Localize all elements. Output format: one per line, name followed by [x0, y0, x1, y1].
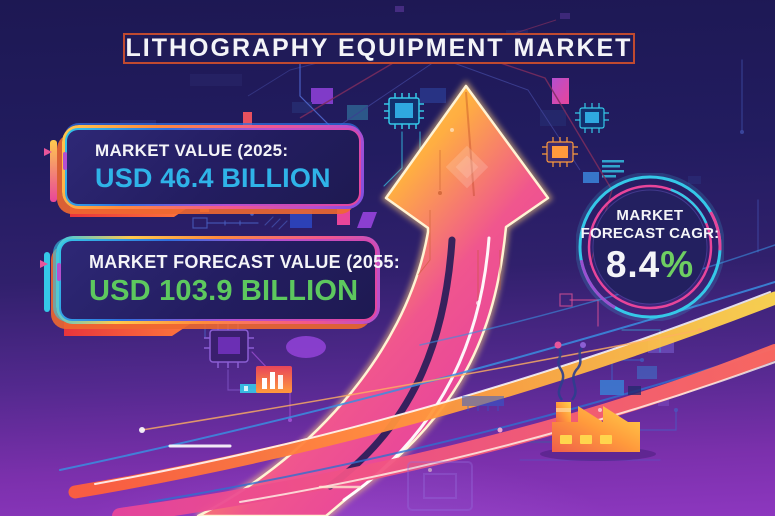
- market-value-amount: USD 46.4 BILLION: [95, 162, 331, 193]
- ellipse-decor: [286, 336, 326, 358]
- market-value-label: MARKET VALUE (2025:: [95, 140, 289, 160]
- cagr-label-line2: FORECAST CAGR:: [580, 225, 720, 242]
- cagr-value-number: 8.4: [605, 244, 661, 285]
- cagr-label-line1: MARKET: [616, 207, 684, 224]
- cagr-text: MARKET FORECAST CAGR: 8.4%: [580, 207, 720, 287]
- cagr-value-unit: %: [660, 244, 695, 285]
- market-value-card: MARKET VALUE (2025: USD 46.4 BILLION: [62, 125, 364, 209]
- chip-icon: [204, 93, 609, 511]
- forecast-value-amount: USD 103.9 BILLION: [89, 275, 359, 307]
- bar-chart-icon: [240, 366, 292, 393]
- cagr-ring: [576, 173, 724, 321]
- factory-icon: [540, 341, 656, 461]
- forecast-value-card: MARKET FORECAST VALUE (2055: USD 103.9 B…: [56, 236, 401, 324]
- forecast-value-card-border: MARKET FORECAST VALUE (2055: USD 103.9 B…: [57, 239, 401, 321]
- cagr-badge: MARKET FORECAST CAGR: 8.4%: [576, 173, 724, 321]
- forecast-value-label: MARKET FORECAST VALUE (2055:: [89, 252, 401, 272]
- page-title: LITHOGRAPHY EQUIPMENT MARKET: [123, 33, 635, 64]
- page-title-text: LITHOGRAPHY EQUIPMENT MARKET: [125, 34, 633, 62]
- cagr-value: 8.4%: [580, 243, 720, 287]
- market-value-card-border: MARKET VALUE (2025: USD 46.4 BILLION: [63, 128, 361, 206]
- growth-arrow-icon: [196, 80, 553, 516]
- market-value-card-body: MARKET VALUE (2025: USD 46.4 BILLION: [63, 130, 359, 204]
- forecast-value-card-body: MARKET FORECAST VALUE (2055: USD 103.9 B…: [57, 241, 401, 319]
